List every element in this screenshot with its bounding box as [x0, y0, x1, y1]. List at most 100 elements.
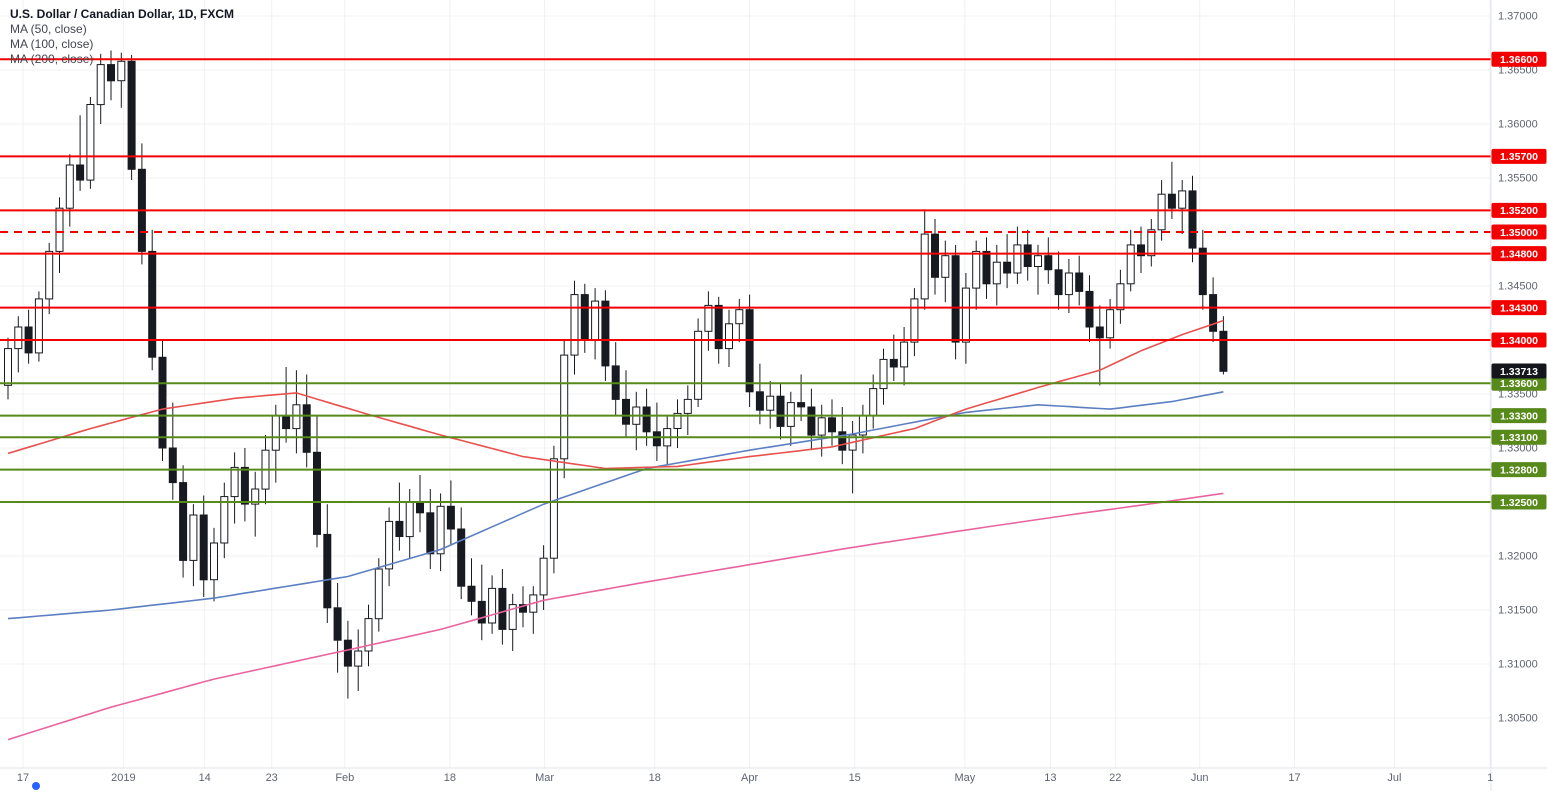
time-tick-label: 14: [199, 772, 211, 784]
candle: [34, 291, 43, 362]
price-tick-label: 1.31000: [1498, 659, 1538, 671]
candle: [1188, 175, 1197, 263]
time-tick-label: Jun: [1191, 772, 1209, 784]
time-tick-label: 18: [444, 772, 456, 784]
candle: [1219, 316, 1228, 375]
price-tick-label: 1.35500: [1498, 173, 1538, 185]
candle: [570, 280, 579, 375]
candle: [539, 545, 548, 610]
candle: [189, 504, 198, 587]
candle: [1003, 234, 1012, 289]
svg-text:1.35200: 1.35200: [1500, 205, 1538, 217]
time-tick-label: Jul: [1387, 772, 1401, 784]
candle: [354, 629, 363, 691]
time-tick-label: 13: [1044, 772, 1056, 784]
candle: [117, 52, 126, 108]
candle: [1013, 226, 1022, 284]
price-tick-label: 1.32000: [1498, 551, 1538, 563]
candle: [1085, 275, 1094, 343]
time-tick-label: Apr: [741, 772, 758, 784]
svg-text:1.34800: 1.34800: [1500, 248, 1538, 260]
time-tick-label: 17: [17, 772, 29, 784]
time-tick-label: May: [955, 772, 976, 784]
candle: [240, 448, 249, 522]
symbol-title[interactable]: U.S. Dollar / Canadian Dollar, 1D, FXCM: [10, 7, 235, 21]
time-axis[interactable]: 17 2019 14 23 Feb 18 Mar 18 Apr 15 May 13 22 Jun 17 Jul…: [17, 772, 1493, 784]
candle: [941, 240, 950, 303]
support-price-badge: 1.33600: [1491, 375, 1547, 391]
time-tick-label: 22: [1109, 772, 1121, 784]
price-tick-label: 1.33500: [1498, 389, 1538, 401]
candle: [76, 115, 85, 191]
candle: [1147, 219, 1156, 267]
candle: [549, 445, 558, 574]
svg-text:1.34300: 1.34300: [1500, 302, 1538, 314]
support-price-badge: 1.32800: [1491, 462, 1547, 478]
candle: [683, 385, 692, 435]
candle: [45, 242, 54, 315]
candle: [1054, 251, 1063, 310]
legend-ma-200[interactable]: MA (200, close): [10, 52, 94, 66]
candle: [1126, 229, 1135, 292]
candle: [1209, 277, 1218, 343]
candle: [735, 298, 744, 343]
support-price-badge: 1.33100: [1491, 429, 1547, 445]
candle: [467, 558, 476, 616]
svg-text:1.33100: 1.33100: [1500, 432, 1538, 444]
candle: [1198, 229, 1207, 310]
price-tick-label: 1.31500: [1498, 605, 1538, 617]
resistance-price-badge: 1.34300: [1491, 300, 1547, 316]
candle: [86, 97, 95, 189]
svg-text:1.32800: 1.32800: [1500, 464, 1538, 476]
ma-100-line[interactable]: [7, 391, 1224, 620]
ma-200-line[interactable]: [7, 492, 1224, 741]
candle: [766, 381, 775, 429]
price-axis[interactable]: 1.37000 1.36500 1.36000 1.35500 1.35000 1.345…: [1490, 0, 1547, 791]
candle: [302, 374, 311, 468]
candle: [652, 402, 661, 461]
candle: [179, 465, 188, 578]
price-tick-label: 1.36500: [1498, 65, 1538, 77]
price-tick-label: 1.33000: [1498, 443, 1538, 455]
candle: [1064, 259, 1073, 313]
candle: [560, 340, 569, 479]
candle: [127, 54, 136, 181]
candle: [220, 482, 229, 559]
time-tick-label: 17: [1288, 772, 1300, 784]
candle: [725, 309, 733, 367]
candle: [343, 620, 352, 699]
candle: [210, 527, 218, 602]
candle: [931, 219, 939, 295]
last-price-badge: 1.33713: [1491, 363, 1547, 379]
legend-ma-50[interactable]: MA (50, close): [10, 22, 87, 36]
svg-text:1.33713: 1.33713: [1500, 366, 1538, 378]
price-tick-label: 1.30500: [1498, 713, 1538, 725]
candle: [951, 244, 960, 360]
candle: [199, 495, 208, 597]
candle: [158, 340, 167, 461]
candle: [879, 348, 888, 405]
candle: [972, 240, 981, 310]
candle: [601, 290, 610, 381]
support-price-badge: 1.33300: [1491, 408, 1547, 424]
candle: [395, 482, 404, 551]
candle: [910, 288, 919, 357]
svg-text:1.32500: 1.32500: [1500, 497, 1538, 509]
svg-text:1.34000: 1.34000: [1500, 335, 1538, 347]
candle: [961, 273, 970, 364]
candle: [436, 493, 445, 572]
svg-text:1.33300: 1.33300: [1500, 410, 1538, 422]
legend-ma-100[interactable]: MA (100, close): [10, 37, 94, 51]
ma-50-line[interactable]: [7, 319, 1224, 470]
toolbar-logo-dot[interactable]: [32, 782, 40, 790]
candle: [65, 154, 74, 227]
resistance-price-badge: 1.35000: [1491, 224, 1547, 240]
candle: [498, 569, 507, 645]
candle: [920, 209, 929, 310]
candle: [1178, 180, 1187, 235]
candle: [374, 558, 383, 632]
candle: [168, 402, 177, 500]
svg-text:1.35700: 1.35700: [1500, 151, 1538, 163]
